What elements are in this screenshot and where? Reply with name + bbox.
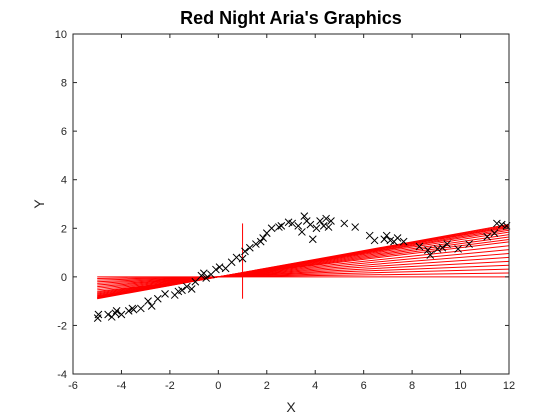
data-point [136,304,145,313]
data-point [298,228,306,236]
data-point [212,265,220,274]
data-point [393,234,402,242]
data-point [382,231,391,240]
data-point [327,217,335,225]
data-point [316,217,324,225]
data-point [306,220,315,229]
data-point [300,212,309,220]
data-point [117,310,126,319]
y-tick-label: 2 [61,223,67,235]
x-tick-label: 6 [361,380,367,392]
data-point [124,307,133,315]
data-point [483,232,492,241]
data-point [319,222,328,230]
y-tick-label: 0 [61,272,67,284]
data-point [493,219,501,228]
data-point [294,222,303,230]
fit-line [97,272,510,279]
data-point [438,243,447,252]
x-tick-label: -2 [165,380,175,392]
data-point [324,223,333,231]
data-point [199,269,208,278]
data-point [178,286,186,295]
data-point [202,274,211,282]
data-point [312,224,321,233]
data-point [399,237,408,246]
fit-lines [97,223,510,300]
fit-line [97,260,510,284]
fit-line [97,223,510,300]
data-point [380,235,389,244]
data-point [112,307,121,315]
axes-box [72,33,510,375]
x-tick-label: -6 [68,380,78,392]
fit-line [97,253,510,288]
data-point [275,223,283,231]
data-point [497,220,506,229]
fit-line [97,245,510,291]
data-point [245,243,254,252]
y-tick-label: -4 [57,369,67,381]
x-tick-label: 2 [264,380,270,392]
data-point [288,219,297,228]
fit-line [97,264,510,283]
data-point [232,253,241,262]
data-point [277,222,286,230]
x-axis-label: X [286,399,296,415]
plot-area [73,34,509,374]
data-point [129,305,138,314]
data-point [308,235,317,244]
x-tick-label: 12 [503,380,515,392]
data-point [490,229,499,237]
data-point [153,294,162,303]
data-point [454,245,462,253]
data-point [259,234,267,242]
x-tick-label: 10 [454,380,466,392]
x-tick-label: 0 [215,380,221,392]
data-point [221,264,230,273]
x-tick-label: 8 [409,380,415,392]
data-point [415,242,424,251]
y-tick-label: -2 [57,320,67,332]
fit-line [97,249,510,289]
y-tick-label: 4 [61,175,67,187]
x-tick-label: -4 [117,380,127,392]
y-axis-label: Y [31,199,47,209]
data-point [104,310,112,319]
data-point [147,302,156,310]
data-point [111,309,120,318]
data-point [443,240,452,248]
data-point [351,223,360,231]
data-point [267,224,276,233]
data-point [182,282,191,291]
data-point [144,297,152,305]
x-tick-label: 4 [312,380,318,392]
data-point [426,251,435,259]
data-point [433,245,442,253]
data-point [241,247,249,256]
fit-line [97,256,510,286]
data-point [161,290,169,298]
fit-line [97,268,510,281]
y-tick-label: 6 [61,126,67,138]
chart-title: Red Night Aria's Graphics [180,8,402,28]
data-point [465,240,473,248]
y-tick-label: 10 [55,29,67,41]
data-point [238,254,247,263]
data-point [187,285,196,293]
data-point [322,214,330,223]
data-point [215,263,224,271]
data-point [340,219,349,228]
data-point [424,246,432,254]
data-point [252,240,260,248]
data-point [370,236,379,245]
y-tick-label: 8 [61,78,67,90]
data-point [191,277,200,286]
data-point [94,310,103,319]
data-point [256,237,265,246]
